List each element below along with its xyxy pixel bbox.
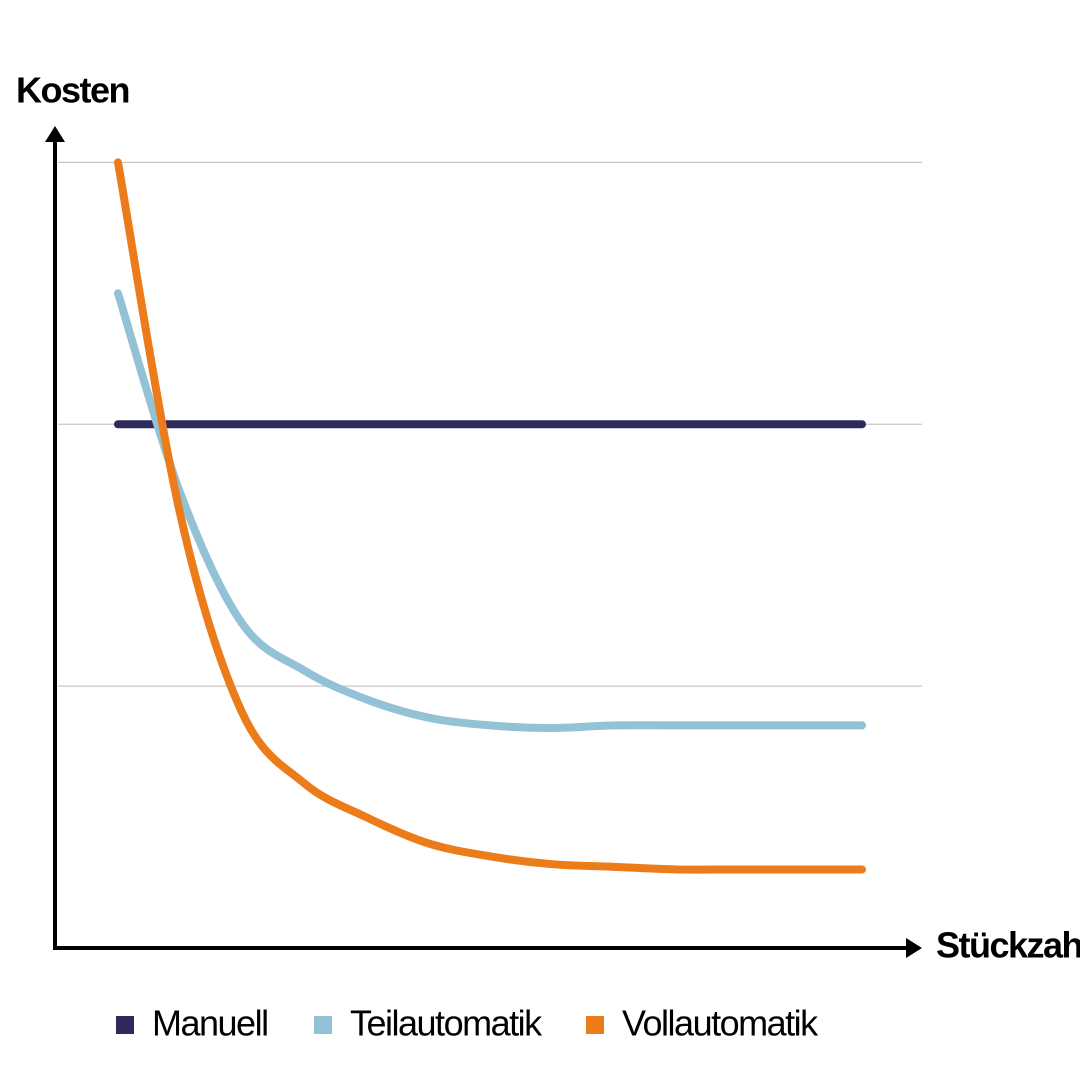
x-axis-arrow — [906, 938, 922, 958]
line — [114, 289, 866, 733]
legend-label: Teilautomatik — [350, 1003, 543, 1044]
legend-label: Vollautomatik — [622, 1003, 819, 1044]
legend-swatch — [314, 1016, 332, 1034]
legend-swatch — [116, 1016, 134, 1034]
legend-label: Manuell — [152, 1003, 268, 1044]
legend-swatch — [586, 1016, 604, 1034]
y-axis-arrow — [45, 126, 65, 142]
x-axis-label: Stückzahl — [936, 925, 1080, 966]
y-axis-label: Kosten — [16, 70, 129, 111]
line — [114, 158, 866, 874]
